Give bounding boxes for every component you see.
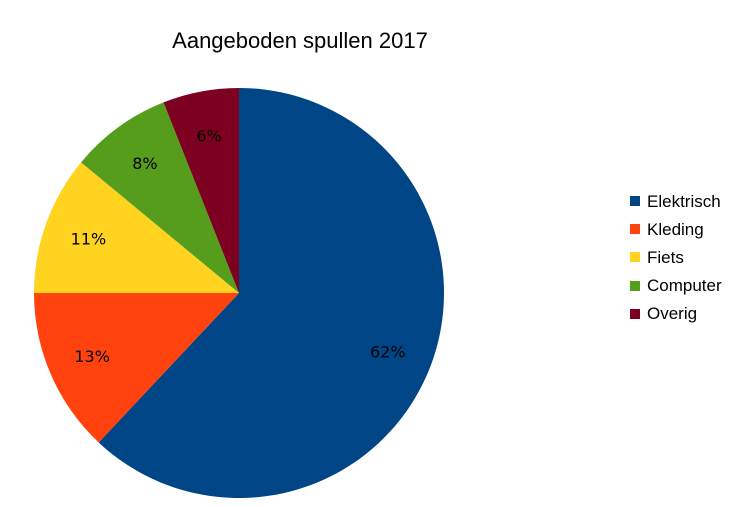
data-label-fiets: 11% xyxy=(71,229,107,248)
pie-slice-overig xyxy=(163,88,239,293)
pie-slice-kleding xyxy=(34,293,239,443)
pie-slices xyxy=(34,88,445,498)
data-label-overig: 6% xyxy=(196,126,221,145)
data-label-kleding: 13% xyxy=(74,347,110,366)
legend-item-kleding: Kleding xyxy=(630,215,722,243)
legend-item-overig: Overig xyxy=(630,300,722,328)
legend-label-elektrisch: Elektrisch xyxy=(647,191,721,211)
legend-swatch-overig xyxy=(630,308,640,319)
legend-item-elektrisch: Elektrisch xyxy=(630,187,722,215)
data-label-elektrisch: 62% xyxy=(370,342,406,361)
legend-swatch-computer xyxy=(630,280,640,291)
pie-slice-computer xyxy=(81,102,239,294)
legend-label-kleding: Kleding xyxy=(647,219,704,239)
legend-label-overig: Overig xyxy=(647,304,698,324)
legend-swatch-kleding xyxy=(630,224,640,235)
pie-slice-fiets xyxy=(34,162,239,293)
pie-slice-elektrisch xyxy=(98,88,445,498)
chart-title: Aangeboden spullen 2017 xyxy=(172,28,428,53)
data-label-computer: 8% xyxy=(132,154,157,173)
legend-swatch-fiets xyxy=(630,252,640,263)
legend-item-computer: Computer xyxy=(630,272,722,300)
legend-swatch-elektrisch xyxy=(630,196,640,207)
legend-label-fiets: Fiets xyxy=(647,247,684,267)
legend-item-fiets: Fiets xyxy=(630,243,722,271)
legend-label-computer: Computer xyxy=(647,276,722,296)
pie-data-labels: 62% 13% 11% 8% 6% xyxy=(71,126,406,366)
legend: Elektrisch Kleding Fiets Computer Overig xyxy=(630,187,722,328)
